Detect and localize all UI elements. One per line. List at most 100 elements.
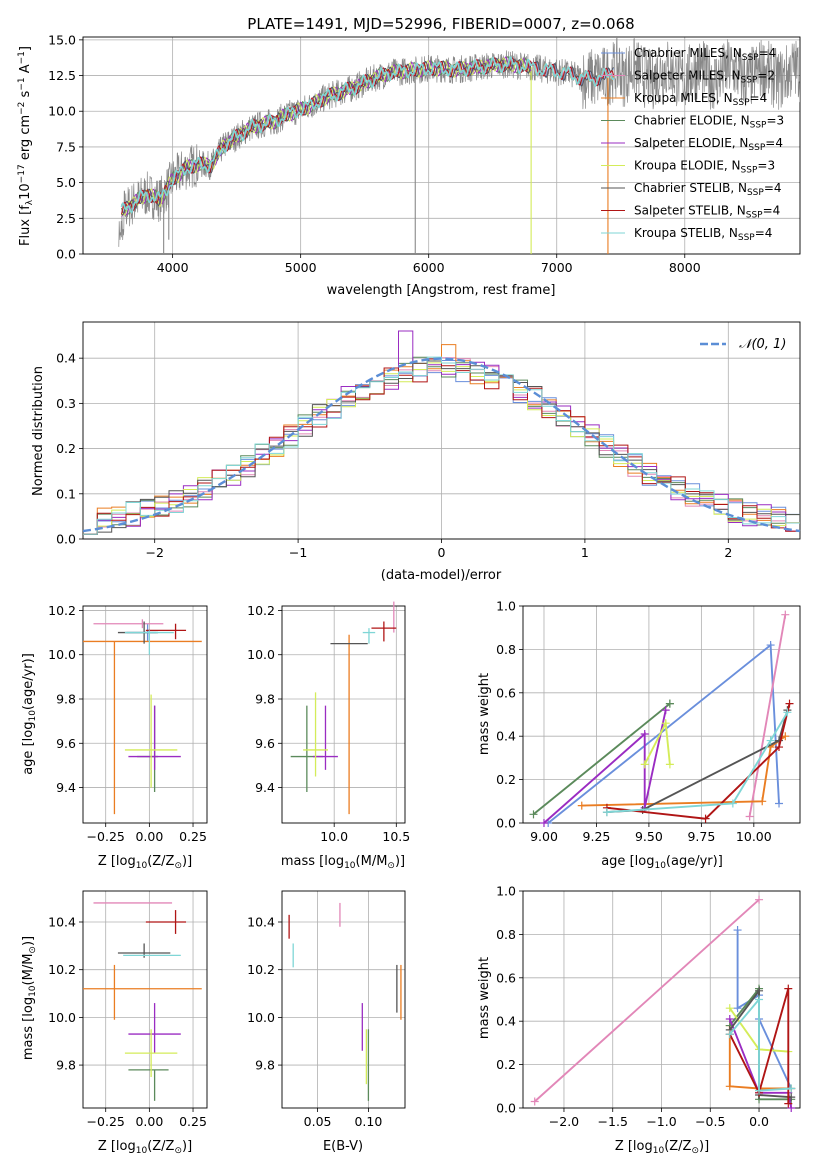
- label-part: SSP: [748, 143, 765, 153]
- x-axis-label: Z [log10(Z/Z⊙)]: [98, 854, 192, 871]
- x-tick-label: 0: [438, 545, 446, 560]
- axes-mass_vs_ebv: 0.05 0.10 9.8 10.0 10.2 10.4: [247, 890, 406, 1129]
- x-axis-label: mass [log10(M/M⊙)]: [281, 854, 405, 871]
- data-point-marker: [755, 1086, 764, 1095]
- data-point-marker: [766, 641, 775, 650]
- y-tick-label: 0.0: [496, 816, 516, 831]
- label-part: SSP: [733, 98, 750, 108]
- y-tick-label: 1.0: [496, 884, 516, 899]
- y-axis-label: Normed distribution: [31, 366, 46, 496]
- label-part: Chabrier MILES, N: [634, 46, 742, 60]
- x-axis-label: Z [log10(Z/Z⊙)]: [98, 1139, 192, 1156]
- x-tick-label: 8000: [669, 260, 701, 275]
- x-tick-label: 9.25: [583, 829, 611, 844]
- label-part: Kroupa MILES, N: [634, 91, 733, 105]
- y-tick-label: 12.5: [48, 68, 76, 83]
- axes-age_vs_mass: 10.0 10.5 9.4 9.6 9.8 10.0 10.2: [247, 603, 410, 844]
- y-tick-label: 0.8: [496, 642, 516, 657]
- label-part: ⊙: [28, 946, 38, 954]
- data-point-marker: [784, 984, 793, 993]
- x-axis-label: wavelength [Angstrom, rest frame]: [327, 283, 556, 298]
- axes-spectrum: 4000 5000 6000 7000 8000 0.0 2.5 5.0 7.5 10.0 12.5…: [48, 32, 801, 275]
- x-tick-label: 2: [724, 545, 732, 560]
- data-point-marker: [785, 699, 794, 708]
- label-part: Kroupa ELODIE, N: [634, 159, 741, 173]
- axes-age_vs_Z: −0.25 0.00 0.25 9.4 9.6 9.8 10.0 10.2: [48, 603, 208, 844]
- y-tick-label: 0.0: [496, 1101, 516, 1116]
- data-point-marker: [775, 799, 784, 808]
- x-axis-label: (data-model)/error: [381, 568, 502, 583]
- y-tick-label: 7.5: [56, 139, 76, 154]
- x-tick-label: −2: [145, 545, 163, 560]
- x-tick-label: 4000: [157, 260, 189, 275]
- y-tick-label: 0.4: [496, 729, 516, 744]
- label-part: 10: [28, 710, 38, 722]
- y-tick-label: 9.8: [56, 1058, 76, 1073]
- plot-frame: [281, 890, 406, 1109]
- legend-entry: Kroupa ELODIE, NSSP=3: [634, 159, 775, 176]
- data-point-marker: [725, 1015, 734, 1024]
- x-tick-label: 9.50: [635, 829, 663, 844]
- label-part: erg cm: [18, 115, 33, 164]
- label-part: =3: [766, 114, 784, 128]
- legend-entry: Chabrier MILES, NSSP=4: [634, 46, 776, 63]
- data-point-marker: [640, 730, 649, 739]
- series-line-kroupa-miles: [728, 1025, 792, 1090]
- label-part: SSP: [746, 211, 763, 221]
- label-part: λ: [25, 199, 35, 205]
- y-tick-label: 10.2: [48, 962, 76, 977]
- series-line-salpeter-elodie: [728, 1018, 793, 1109]
- plot-frame: [522, 605, 801, 824]
- x-tick-label: −1: [289, 545, 307, 560]
- label-part: Z [log: [98, 1139, 136, 1154]
- label-part: Salpeter ELODIE, N: [634, 136, 748, 150]
- y-tick-label: 0.4: [56, 351, 76, 366]
- plot-frame: [82, 36, 801, 255]
- y-tick-label: 0.1: [56, 486, 76, 501]
- label-part: A: [18, 64, 33, 77]
- y-tick-label: 5.0: [56, 175, 76, 190]
- model-spectrum-kroupa-elodie: [120, 57, 532, 216]
- data-point-marker: [755, 986, 764, 995]
- label-part: ⊙: [174, 861, 182, 871]
- y-tick-label: 0.4: [496, 1014, 516, 1029]
- series-line-salpeter-elodie: [543, 710, 667, 824]
- axes-weight_vs_Z: −2.0 −1.5 −1.0 −0.5 0.0 0.0 0.2 0.4 0.6 0.8 1.0: [496, 884, 801, 1129]
- label-part: =4: [763, 204, 781, 218]
- y-tick-label: 2.5: [56, 211, 76, 226]
- data-point-marker: [755, 995, 764, 1004]
- series-line-chabrier-miles: [547, 643, 780, 824]
- x-tick-label: 0.00: [135, 829, 163, 844]
- label-part: )]: [182, 854, 192, 869]
- label-part: mass [log: [281, 854, 344, 869]
- data-point-marker: [530, 1097, 539, 1106]
- y-tick-label: 0.2: [56, 441, 76, 456]
- label-part: ⊙: [387, 861, 395, 871]
- y-tick-label: 15.0: [48, 32, 76, 47]
- y-tick-label: 9.6: [255, 736, 275, 751]
- legend-entry: Salpeter STELIB, NSSP=4: [634, 204, 780, 221]
- x-tick-label: 9.75: [687, 829, 715, 844]
- x-tick-label: −0.25: [87, 829, 125, 844]
- y-tick-label: 10.2: [247, 603, 275, 618]
- label-part: −2: [17, 102, 27, 115]
- series-line-kroupa-stelib: [606, 711, 789, 814]
- y-tick-label: 9.8: [255, 1058, 275, 1073]
- data-point-marker: [602, 808, 611, 817]
- label-part: =4: [755, 226, 773, 240]
- data-point-marker: [725, 1004, 734, 1013]
- legend-entry: Kroupa MILES, NSSP=4: [634, 91, 767, 108]
- x-tick-label: −0.5: [695, 1114, 725, 1129]
- label-part: (age/yr)]: [666, 854, 723, 869]
- y-axis-label: mass weight: [477, 673, 492, 755]
- x-tick-label: −1.0: [646, 1114, 676, 1129]
- label-part: Chabrier ELODIE, N: [634, 114, 750, 128]
- label-part: SSP: [738, 233, 755, 243]
- x-tick-label: 10.0: [320, 829, 348, 844]
- data-point-marker: [783, 708, 792, 717]
- label-part: 10: [654, 861, 666, 871]
- y-tick-label: 10.0: [48, 647, 76, 662]
- plot-frame: [281, 605, 406, 824]
- label-part: Kroupa STELIB, N: [634, 226, 738, 240]
- data-point-marker: [701, 814, 710, 823]
